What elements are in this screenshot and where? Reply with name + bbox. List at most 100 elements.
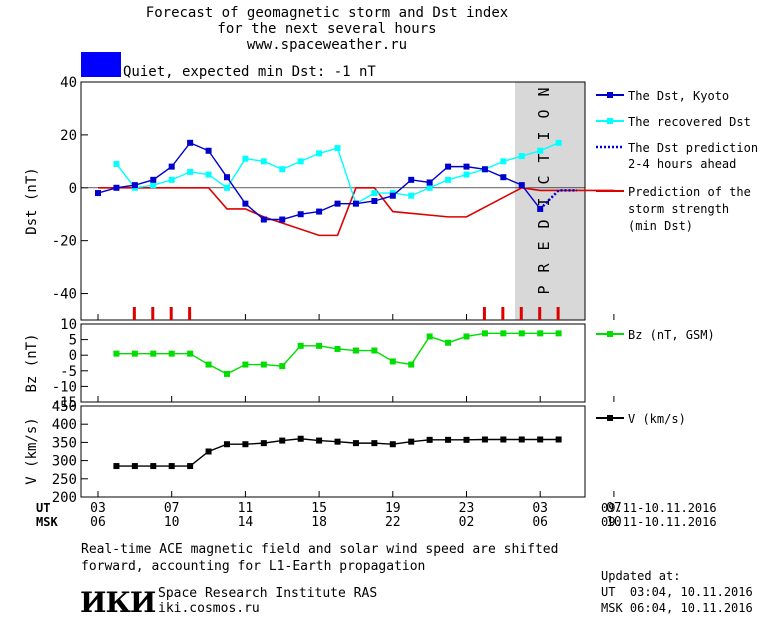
data-point bbox=[408, 176, 415, 183]
data-point bbox=[113, 184, 120, 191]
data-point bbox=[463, 436, 470, 443]
data-point bbox=[463, 333, 470, 340]
data-point bbox=[518, 436, 525, 443]
bz-series bbox=[113, 330, 562, 377]
storm-marker bbox=[538, 307, 542, 320]
data-point bbox=[481, 436, 488, 443]
data-point bbox=[389, 358, 396, 365]
data-point bbox=[113, 160, 120, 167]
updated-msk: MSK 06:04, 10.11.2016 bbox=[601, 601, 753, 615]
data-point bbox=[500, 330, 507, 337]
prediction-letter: I bbox=[535, 197, 553, 206]
y-tick-label: 250 bbox=[52, 472, 77, 488]
data-point bbox=[297, 342, 304, 349]
series-line bbox=[116, 332, 559, 375]
kyoto-dst-series bbox=[95, 139, 544, 223]
data-point bbox=[242, 361, 249, 368]
data-point bbox=[408, 192, 415, 199]
ut-tick-label: 03 bbox=[90, 501, 106, 516]
data-point bbox=[555, 436, 562, 443]
data-point bbox=[389, 192, 396, 199]
data-point bbox=[242, 155, 249, 162]
iki-logo: ИКИ bbox=[80, 586, 156, 619]
data-point bbox=[426, 436, 433, 443]
y-tick-label: 400 bbox=[52, 417, 77, 433]
y-tick-label: -40 bbox=[52, 287, 77, 303]
y-tick-label: 200 bbox=[52, 490, 77, 506]
data-point bbox=[426, 184, 433, 191]
data-point bbox=[113, 350, 120, 357]
msk-tick-label: 02 bbox=[459, 515, 475, 530]
y-tick-label: -20 bbox=[52, 234, 77, 250]
data-point bbox=[316, 342, 323, 349]
ut-tick-label: 19 bbox=[385, 501, 401, 516]
data-point bbox=[500, 436, 507, 443]
updated-ut: UT 03:04, 10.11.2016 bbox=[601, 585, 753, 599]
prediction-letter: R bbox=[535, 263, 553, 273]
prediction-letter: T bbox=[535, 153, 553, 162]
data-point bbox=[150, 463, 157, 470]
ut-tick-label: 03 bbox=[532, 501, 548, 516]
ut-tick-label: 11 bbox=[238, 501, 254, 516]
data-point bbox=[537, 330, 544, 337]
v-axis-label: V (km/s) bbox=[24, 417, 40, 484]
prediction-letter: O bbox=[535, 109, 553, 118]
y-tick-label: 300 bbox=[52, 454, 77, 470]
storm-marker bbox=[519, 307, 523, 320]
institute-url: iki.cosmos.ru bbox=[158, 601, 260, 616]
legend-v: V (km/s) bbox=[628, 412, 686, 426]
status-text: Quiet, expected min Dst: -1 nT bbox=[123, 64, 376, 80]
data-point bbox=[150, 176, 157, 183]
data-point bbox=[518, 182, 525, 189]
ut-label: UT bbox=[36, 501, 50, 515]
data-point bbox=[242, 441, 249, 448]
storm-marker bbox=[169, 307, 173, 320]
legend-marker-kyoto bbox=[607, 92, 613, 98]
legend-bz: Bz (nT, GSM) bbox=[628, 328, 715, 342]
legend-storm-3: (min Dst) bbox=[628, 219, 693, 233]
data-point bbox=[150, 350, 157, 357]
data-point bbox=[150, 182, 157, 189]
msk-tick-label: 22 bbox=[385, 515, 401, 530]
y-tick-label: -15 bbox=[52, 395, 77, 411]
legend-marker-v bbox=[607, 415, 613, 421]
data-point bbox=[481, 330, 488, 337]
msk-tick-label: 18 bbox=[311, 515, 327, 530]
data-point bbox=[279, 166, 286, 173]
prediction-band-dst bbox=[515, 82, 585, 320]
series-line bbox=[539, 189, 578, 210]
prediction-letter: C bbox=[535, 175, 553, 184]
data-point bbox=[518, 330, 525, 337]
data-point bbox=[223, 370, 230, 377]
data-point bbox=[260, 440, 267, 447]
data-point bbox=[260, 216, 267, 223]
legend: The Dst, Kyoto The recovered Dst The Dst… bbox=[596, 89, 758, 426]
data-point bbox=[463, 163, 470, 170]
data-point bbox=[279, 437, 286, 444]
storm-marker bbox=[482, 307, 486, 320]
data-point bbox=[223, 184, 230, 191]
data-point bbox=[555, 330, 562, 337]
data-point bbox=[205, 147, 212, 154]
data-point bbox=[334, 145, 341, 152]
y-tick-label: -5 bbox=[60, 364, 77, 380]
storm-marker bbox=[556, 307, 560, 320]
legend-recovered: The recovered Dst bbox=[628, 115, 751, 129]
data-point bbox=[445, 339, 452, 346]
data-point bbox=[445, 436, 452, 443]
ut-tick-label: 15 bbox=[311, 501, 327, 516]
storm-strength-series bbox=[98, 186, 614, 237]
prediction-letter: D bbox=[535, 219, 553, 228]
msk-tick-label: 10 bbox=[606, 515, 622, 530]
ut-date-range: 09.11-10.11.2016 bbox=[601, 501, 717, 515]
v-series bbox=[113, 435, 562, 470]
data-point bbox=[445, 176, 452, 183]
msk-tick-label: 06 bbox=[90, 515, 106, 530]
y-tick-label: 0 bbox=[69, 348, 77, 364]
data-point bbox=[500, 158, 507, 165]
legend-prediction-1: The Dst prediction bbox=[628, 141, 758, 155]
data-point bbox=[316, 150, 323, 157]
v-y-ticks: 450 400 350 300 250 200 bbox=[52, 399, 88, 506]
